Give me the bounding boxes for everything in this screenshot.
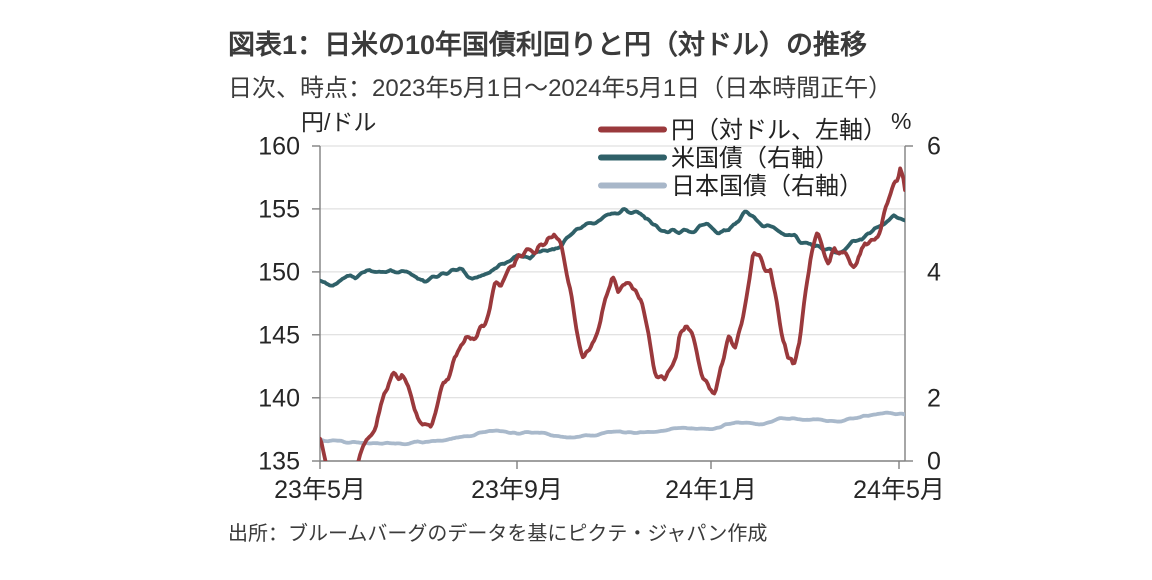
svg-text:6: 6	[927, 133, 941, 161]
svg-text:円/ドル: 円/ドル	[301, 109, 376, 135]
svg-text:日本国債（右軸）: 日本国債（右軸）	[671, 173, 863, 200]
svg-text:140: 140	[258, 384, 300, 412]
svg-text:4: 4	[927, 258, 941, 286]
svg-text:135: 135	[258, 448, 300, 476]
svg-text:米国債（右軸）: 米国債（右軸）	[671, 145, 839, 172]
svg-text:150: 150	[258, 258, 300, 286]
svg-text:145: 145	[258, 321, 300, 349]
svg-text:24年1月: 24年1月	[665, 476, 757, 504]
svg-text:%: %	[891, 108, 911, 134]
svg-text:2: 2	[927, 384, 941, 412]
svg-text:23年5月: 23年5月	[274, 476, 366, 504]
svg-text:155: 155	[258, 195, 300, 223]
svg-text:160: 160	[258, 133, 300, 161]
svg-text:24年5月: 24年5月	[853, 476, 945, 504]
svg-text:0: 0	[927, 448, 941, 476]
svg-text:円（対ドル、左軸）: 円（対ドル、左軸）	[671, 117, 887, 144]
svg-text:23年9月: 23年9月	[471, 476, 563, 504]
